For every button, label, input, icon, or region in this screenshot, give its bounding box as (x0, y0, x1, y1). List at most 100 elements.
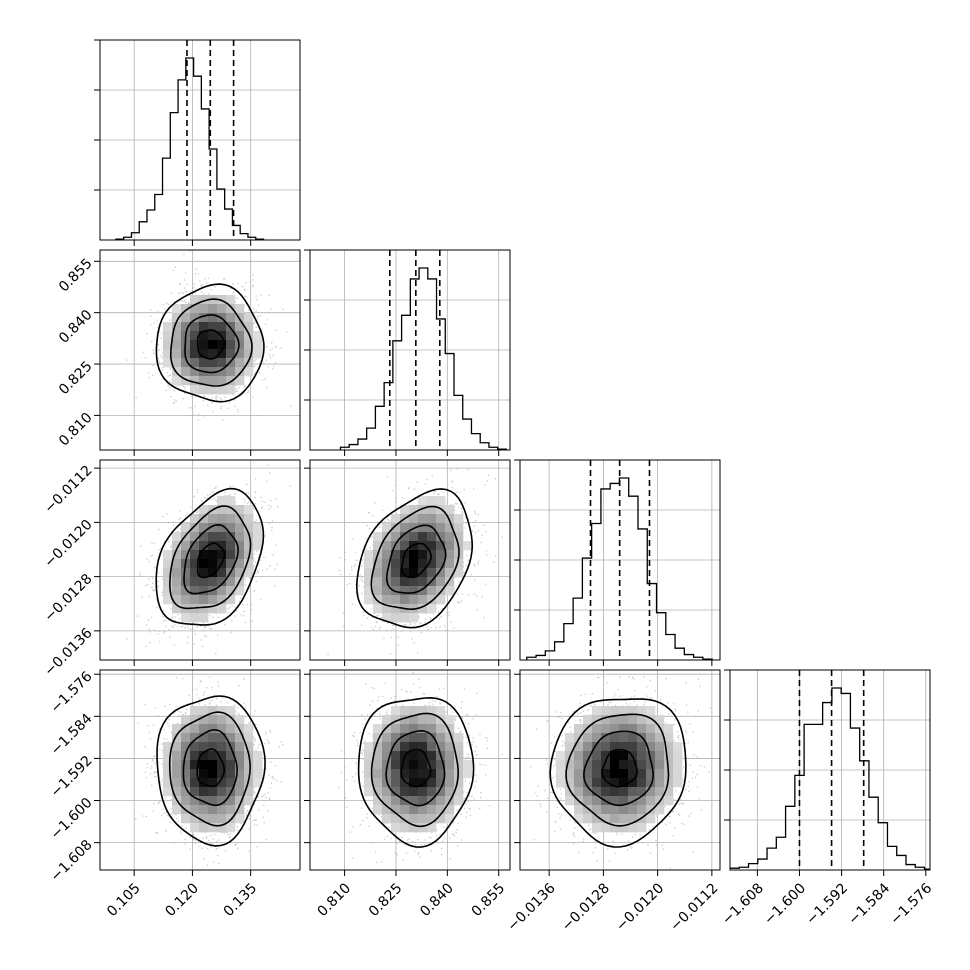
density-cell (664, 724, 674, 734)
density-cell (556, 769, 566, 779)
density-cell (199, 385, 209, 395)
density-cell (454, 787, 464, 797)
density-cell (244, 541, 254, 551)
density-cell (208, 715, 218, 725)
density-cell (418, 769, 428, 779)
density-cell (235, 304, 245, 314)
density-cell (190, 358, 200, 368)
density-cell (409, 751, 419, 761)
density-cell (418, 541, 428, 551)
density-cell (400, 577, 410, 587)
density-cell (391, 796, 401, 806)
density-cell (181, 724, 191, 734)
density-cell (226, 367, 236, 377)
density-cell (409, 586, 419, 596)
density-cell (208, 313, 218, 323)
contour-level-1 (583, 730, 654, 807)
density-cell (391, 751, 401, 761)
density-cell (226, 559, 236, 569)
density-cell (427, 805, 437, 815)
density-cell (436, 769, 446, 779)
density-cell (427, 724, 437, 734)
contour-level-1 (385, 729, 446, 807)
density-cell (181, 568, 191, 578)
density-cell (445, 715, 455, 725)
density-cell (181, 715, 191, 725)
density-cell (217, 505, 227, 515)
density-cell (382, 733, 392, 743)
density-cell (244, 514, 254, 524)
density-cell (382, 604, 392, 614)
y-tick-label: −0.0136 (41, 625, 95, 679)
density-cell (226, 304, 236, 314)
density-cell (619, 796, 629, 806)
density-cell (163, 340, 173, 350)
density-cell (181, 304, 191, 314)
density-cell (208, 322, 218, 332)
density-cell (427, 604, 437, 614)
density-cell (445, 760, 455, 770)
density-cell (373, 532, 383, 542)
density-cell (163, 331, 173, 341)
panel-1-0-frame (99, 249, 301, 451)
density-cell (391, 532, 401, 542)
density-cell (427, 814, 437, 824)
density-cell (364, 577, 374, 587)
density-cell (235, 733, 245, 743)
density-cell (208, 733, 218, 743)
density-cell (235, 760, 245, 770)
density-cell (601, 805, 611, 815)
contour-level-1 (183, 523, 239, 595)
density-cell (208, 814, 218, 824)
density-cell (373, 769, 383, 779)
density-cell (637, 823, 647, 833)
density-cell (199, 505, 209, 515)
density-cell (637, 778, 647, 788)
density-cell (409, 532, 419, 542)
contours (355, 488, 474, 629)
density-cell (190, 742, 200, 752)
density-cell (382, 814, 392, 824)
density-cell (409, 577, 419, 587)
density-cell (454, 733, 464, 743)
y-tick-label: 0.825 (56, 358, 96, 398)
density-cell (190, 814, 200, 824)
density-cell (628, 805, 638, 815)
density-cell (226, 823, 236, 833)
panel-2-1-frame (309, 459, 511, 661)
density-cell (373, 760, 383, 770)
density-cell (217, 604, 227, 614)
density-cell (199, 760, 209, 770)
density-cell (646, 778, 656, 788)
density-cell (409, 823, 419, 833)
density-cell (619, 769, 629, 779)
density-cell (235, 313, 245, 323)
density-cell (208, 568, 218, 578)
density-cell (181, 577, 191, 587)
density-cell (463, 760, 473, 770)
density-cell (637, 742, 647, 752)
density-cell (592, 733, 602, 743)
contours (156, 695, 266, 847)
density-cell (226, 715, 236, 725)
x-tick-label: −1.608 (719, 880, 767, 928)
density-cell (190, 778, 200, 788)
contour-level-2 (169, 505, 252, 610)
density-cell (592, 760, 602, 770)
density-cell (400, 724, 410, 734)
density-cell (436, 550, 446, 560)
density-cell (217, 796, 227, 806)
density-cell (190, 532, 200, 542)
density-cell (391, 706, 401, 716)
density-cell (601, 823, 611, 833)
density-cell (655, 787, 665, 797)
y-tick-label: −0.0112 (41, 462, 95, 516)
density-cell (235, 814, 245, 824)
density-cell (592, 823, 602, 833)
density-cell (199, 814, 209, 824)
density-cell (190, 331, 200, 341)
density-cell (454, 568, 464, 578)
density-cell (226, 295, 236, 305)
density-cell (400, 769, 410, 779)
density-cell (427, 559, 437, 569)
